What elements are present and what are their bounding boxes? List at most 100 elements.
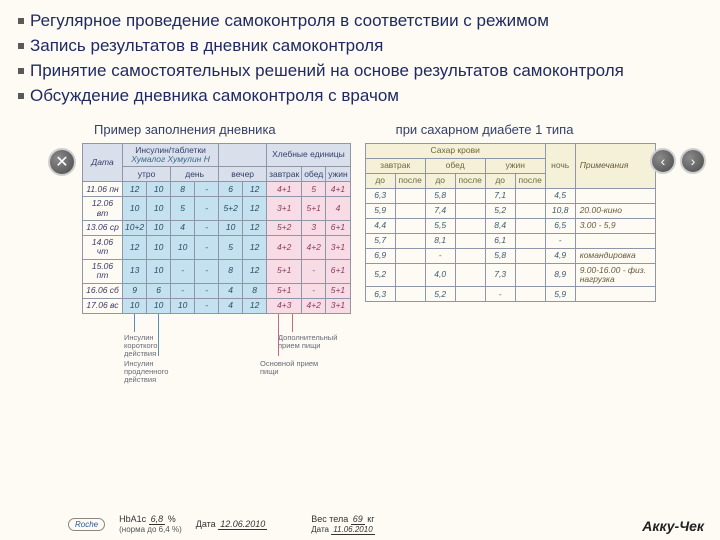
cell-insulin: 10 <box>147 221 171 236</box>
cell-sugar <box>515 188 545 203</box>
cell-sugar: 6,3 <box>365 287 395 302</box>
table-row: 6,35,2-5,9 <box>365 287 655 302</box>
cell-insulin: 8 <box>171 182 195 197</box>
bullet-mark <box>18 18 24 24</box>
col-bread: Хлебные единицы <box>267 143 351 167</box>
cell-sugar <box>395 263 425 287</box>
cell-insulin: 10 <box>147 259 171 283</box>
cell-bread: 4+1 <box>267 182 302 197</box>
table-row: 15.06 пт1310--8125+1-6+1 <box>83 259 351 283</box>
table-row: 16.06 сб96--485+1-5+1 <box>83 283 351 298</box>
cell-insulin: 12 <box>243 236 267 260</box>
cell-bread: 4+2 <box>302 298 326 313</box>
bullet-item: Регулярное проведение самоконтроля в соо… <box>18 10 700 33</box>
close-icon[interactable]: ✕ <box>48 148 76 176</box>
cell-sugar <box>515 248 545 263</box>
cell-insulin: 12 <box>243 182 267 197</box>
cell-bread: 5+1 <box>267 259 302 283</box>
cell-date: 17.06 вс <box>83 298 123 313</box>
cell-sugar: 6,3 <box>365 188 395 203</box>
date1-val: 12.06.2010 <box>218 519 267 530</box>
table-row: 4,45,58,46,53.00 - 5,9 <box>365 218 655 233</box>
heading-right: при сахарном диабете 1 типа <box>396 122 574 137</box>
col-breakfast: завтрак <box>267 167 302 182</box>
bullet-text: Запись результатов в дневник самоконтрол… <box>30 35 383 58</box>
cell-bread: 5+1 <box>267 283 302 298</box>
cell-date: 15.06 пт <box>83 259 123 283</box>
bullet-text: Обсуждение дневника самоконтроля с врачо… <box>30 85 399 108</box>
cell-sugar: 5,2 <box>425 287 455 302</box>
cell-sugar: 5,2 <box>485 203 515 218</box>
cell-date: 13.06 ср <box>83 221 123 236</box>
cell-insulin: 10 <box>147 182 171 197</box>
cell-insulin: 12 <box>243 221 267 236</box>
cell-sugar: 7,3 <box>485 263 515 287</box>
cell-bread: 5+2 <box>267 221 302 236</box>
cell-insulin: 10 <box>147 236 171 260</box>
cell-bread: 4+2 <box>302 236 326 260</box>
sub-after: после <box>515 173 545 188</box>
cell-insulin: 5 <box>219 236 243 260</box>
table-row: 17.06 вс101010-4124+34+23+1 <box>83 298 351 313</box>
kg: кг <box>367 514 374 524</box>
cell-bread: - <box>302 283 326 298</box>
table-row: 14.06 чт121010-5124+24+23+1 <box>83 236 351 260</box>
annotations: Инсулин короткого действия Инсулин продл… <box>82 314 704 384</box>
cell-sugar: 7,1 <box>485 188 515 203</box>
cell-insulin: 10 <box>147 298 171 313</box>
cell-sugar <box>395 233 425 248</box>
cell-note: командировка <box>575 248 655 263</box>
cell-bread: 5+1 <box>326 283 350 298</box>
cell-insulin: 8 <box>243 283 267 298</box>
table-row: 12.06 вт10105-5+2123+15+14 <box>83 197 351 221</box>
annot-line <box>134 314 135 332</box>
cell-note: 20.00-кино <box>575 203 655 218</box>
cell-bread: 4+3 <box>267 298 302 313</box>
norm: (норма до 6,4 %) <box>119 525 182 534</box>
cell-sugar: 5,2 <box>365 263 395 287</box>
cell-sugar: 8,9 <box>545 263 575 287</box>
annot-label: Инсулин короткого действия <box>124 334 184 359</box>
cell-date: 14.06 чт <box>83 236 123 260</box>
cell-bread: 3 <box>302 221 326 236</box>
cell-bread: 4+2 <box>267 236 302 260</box>
cell-insulin: - <box>195 259 219 283</box>
cell-insulin: 4 <box>171 221 195 236</box>
cell-sugar: 4,4 <box>365 218 395 233</box>
cell-bread: - <box>302 259 326 283</box>
cell-insulin: - <box>195 236 219 260</box>
sub-before: до <box>425 173 455 188</box>
cell-insulin: 4 <box>219 298 243 313</box>
cell-sugar: 5,9 <box>365 203 395 218</box>
cell-insulin: 12 <box>243 197 267 221</box>
bullet-text: Принятие самостоятельных решений на осно… <box>30 60 624 83</box>
col-sugar: Сахар крови <box>365 143 545 158</box>
col-dinner2: ужин <box>485 158 545 173</box>
cell-insulin: 12 <box>243 298 267 313</box>
cell-sugar <box>455 248 485 263</box>
cell-note: 9.00-16.00 - физ. нагрузка <box>575 263 655 287</box>
cell-insulin: 10 <box>171 236 195 260</box>
annot-line <box>158 314 159 356</box>
cell-sugar <box>455 263 485 287</box>
col-dinner: ужин <box>326 167 350 182</box>
cell-insulin: - <box>171 259 195 283</box>
date2-val: 11.06.2010 <box>331 525 374 535</box>
cell-insulin: - <box>195 182 219 197</box>
table-row: 5,97,45,210,820.00-кино <box>365 203 655 218</box>
cell-insulin: - <box>195 298 219 313</box>
cell-insulin: 8 <box>219 259 243 283</box>
cell-sugar: 5,5 <box>425 218 455 233</box>
bullet-mark <box>18 43 24 49</box>
cell-sugar: 4,5 <box>545 188 575 203</box>
prev-icon[interactable]: ‹ <box>650 148 676 174</box>
cell-bread: 5 <box>302 182 326 197</box>
cell-insulin: 10 <box>147 197 171 221</box>
cell-insulin: 12 <box>243 259 267 283</box>
logo: Roche <box>68 518 105 531</box>
cell-sugar: 6,5 <box>545 218 575 233</box>
bullet-mark <box>18 93 24 99</box>
date2-label: Дата <box>311 525 329 534</box>
next-icon[interactable]: › <box>680 148 706 174</box>
bullet-item: Запись результатов в дневник самоконтрол… <box>18 35 700 58</box>
